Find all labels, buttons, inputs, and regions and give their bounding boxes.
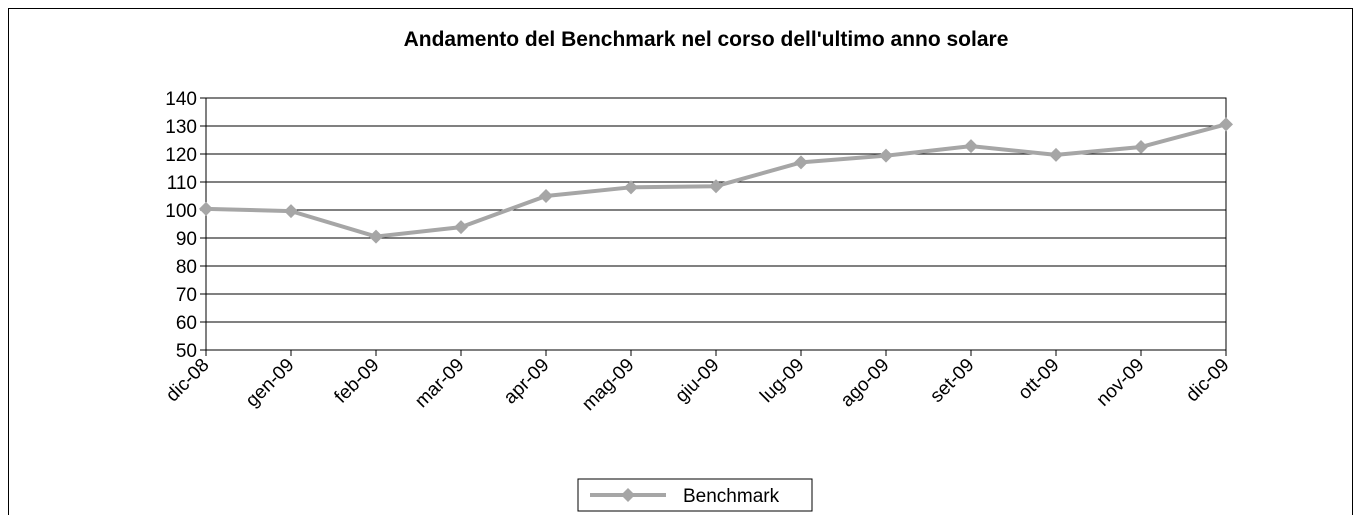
y-tick-label: 50 bbox=[176, 341, 197, 362]
data-point bbox=[369, 229, 383, 244]
y-tick-label: 130 bbox=[165, 117, 197, 138]
data-point bbox=[284, 204, 298, 219]
legend-marker bbox=[621, 488, 635, 502]
x-tick-label: nov-09 bbox=[1093, 355, 1149, 411]
y-tick-label: 100 bbox=[165, 201, 197, 222]
x-tick-label: feb-09 bbox=[331, 355, 384, 408]
y-tick-label: 90 bbox=[176, 229, 197, 250]
y-tick-label: 70 bbox=[176, 285, 197, 306]
data-point bbox=[794, 155, 808, 170]
x-tick-label: giu-09 bbox=[671, 355, 723, 407]
data-point bbox=[1049, 147, 1063, 162]
x-tick-label: dic-09 bbox=[1182, 355, 1233, 406]
x-tick-label: apr-09 bbox=[500, 355, 554, 409]
chart-title: Andamento del Benchmark nel corso dell'u… bbox=[404, 28, 1009, 51]
y-tick-label: 80 bbox=[176, 257, 197, 278]
y-tick-label: 120 bbox=[165, 145, 197, 166]
legend: Benchmark bbox=[577, 478, 813, 512]
data-point bbox=[1219, 117, 1233, 132]
x-tick-label: ago-09 bbox=[837, 355, 894, 412]
data-point bbox=[709, 179, 723, 194]
x-tick-label: mar-09 bbox=[411, 355, 468, 412]
data-point bbox=[539, 189, 553, 203]
plot-area bbox=[205, 97, 1227, 351]
data-point bbox=[624, 180, 638, 195]
x-tick-label: mag-09 bbox=[578, 355, 638, 415]
data-point bbox=[454, 220, 468, 235]
x-tick-label: ott-09 bbox=[1014, 355, 1063, 404]
data-point bbox=[964, 139, 978, 154]
y-tick-label: 110 bbox=[167, 173, 197, 194]
y-tick-label: 140 bbox=[165, 89, 197, 110]
y-tick-label: 60 bbox=[176, 313, 197, 334]
x-tick-label: set-09 bbox=[926, 355, 978, 407]
chart-frame bbox=[8, 8, 1353, 515]
x-tick-label: gen-09 bbox=[242, 355, 299, 412]
data-point bbox=[879, 148, 893, 163]
legend-label: Benchmark bbox=[683, 486, 780, 507]
x-tick-label: lug-09 bbox=[756, 355, 808, 407]
data-point bbox=[199, 201, 213, 216]
x-tick-label: dic-08 bbox=[162, 355, 213, 406]
data-point bbox=[1134, 140, 1148, 154]
